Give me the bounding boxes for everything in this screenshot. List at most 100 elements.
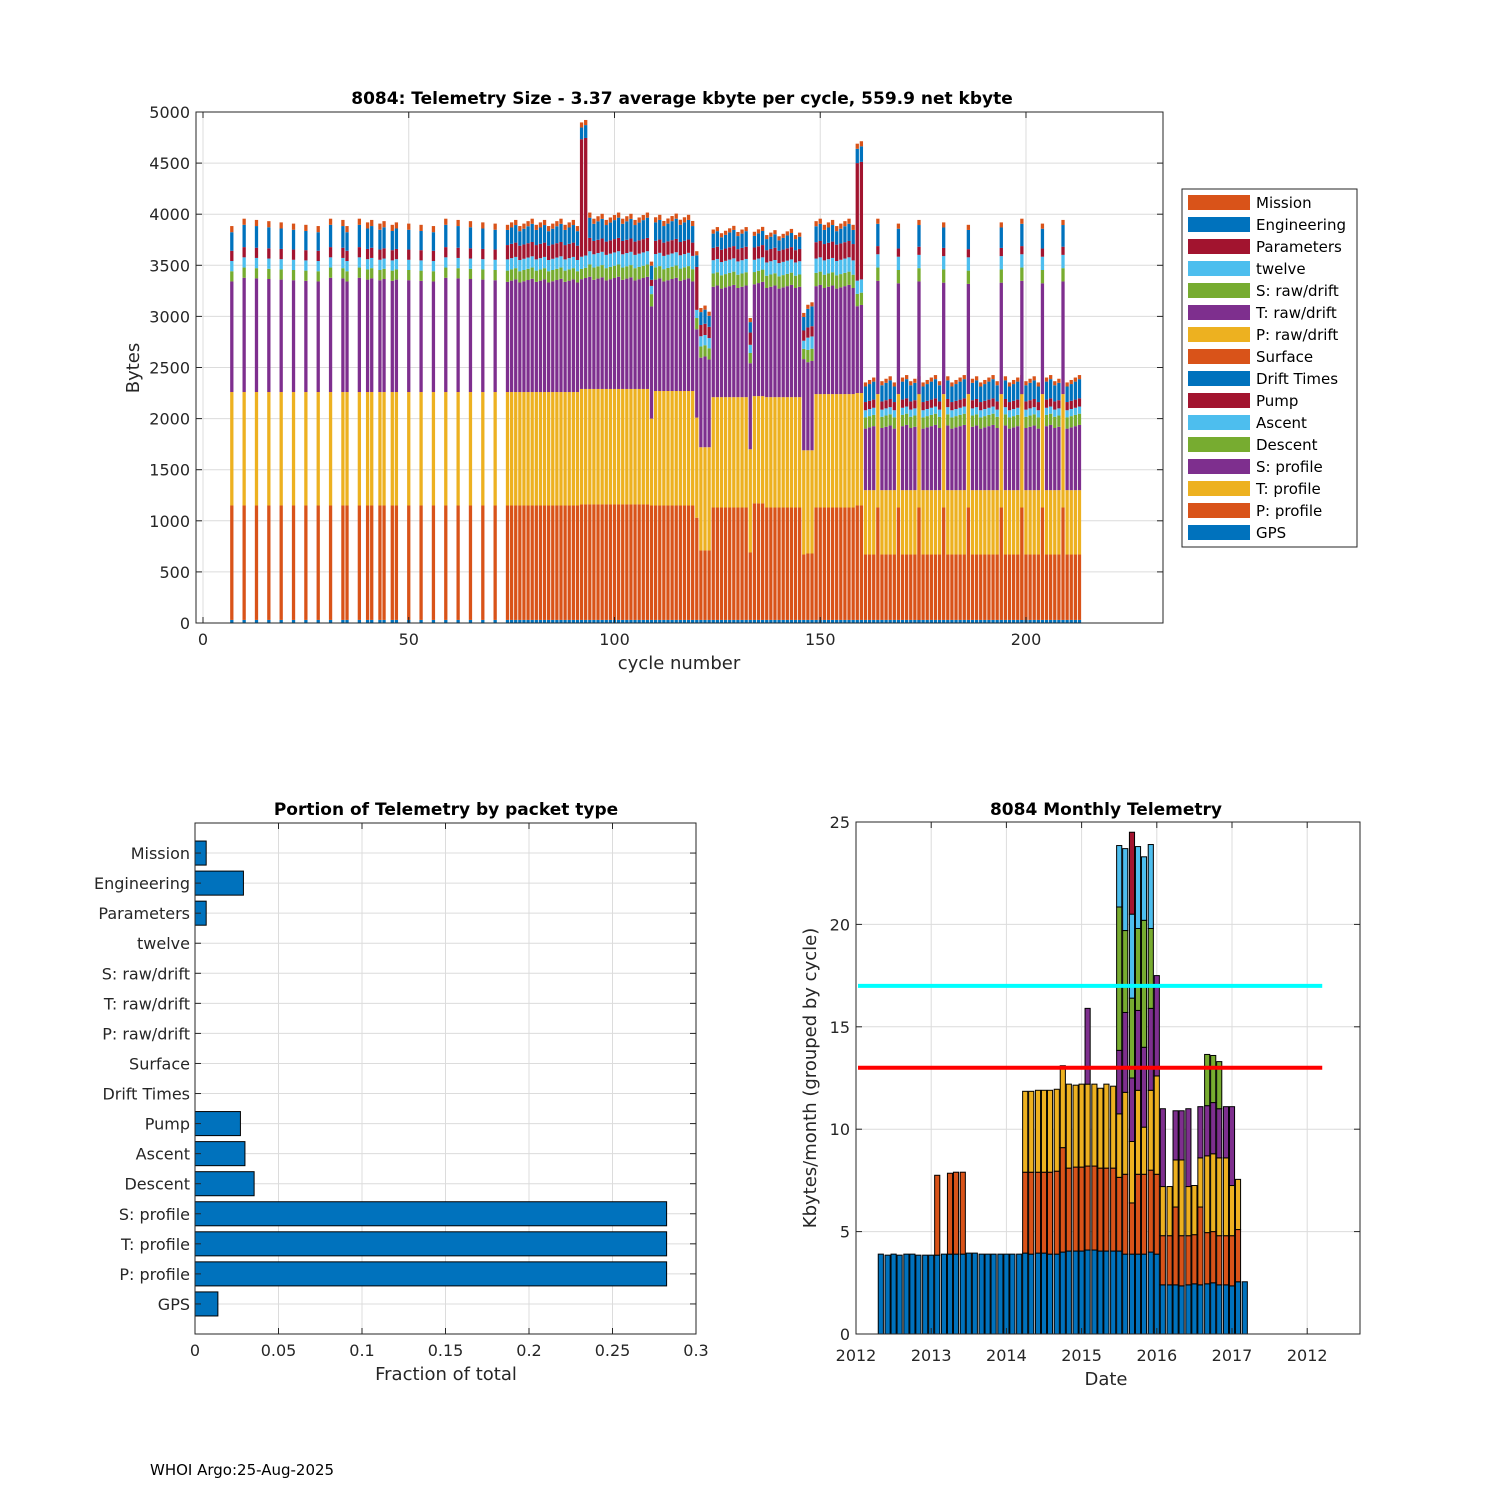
- top-bar-segment-descent: [670, 266, 674, 279]
- top-bar-segment-pump: [699, 324, 703, 337]
- top-bar-segment-descent: [954, 416, 958, 428]
- top-bar-segment-pump: [592, 240, 596, 255]
- top-bar-segment-mission: [691, 220, 695, 227]
- top-bar-segment-gps: [279, 619, 283, 623]
- top-bar-segment-descent: [316, 271, 320, 282]
- monthly-bar-segment: [1185, 1186, 1192, 1237]
- top-bar-segment-p-profile: [645, 504, 650, 620]
- top-bar-segment-pump: [345, 250, 349, 262]
- top-bar-segment-t-profile: [781, 397, 785, 508]
- top-bar-segment-t-profile: [962, 490, 966, 555]
- top-bar-segment-ascent: [876, 254, 880, 268]
- top-bar-segment-ascent: [575, 259, 580, 272]
- top-bar-segment-gps: [431, 619, 436, 623]
- top-bar-segment-mission: [345, 226, 349, 233]
- top-bar-segment-t-profile: [954, 490, 958, 555]
- monthly-bar-segment: [1084, 1165, 1091, 1251]
- top-bar-segment-pump: [1049, 398, 1053, 407]
- top-bar-segment-drift-times: [818, 223, 822, 241]
- top-bar-segment-drift-times: [880, 385, 884, 402]
- top-bar-segment-pump: [905, 398, 909, 407]
- top-bar-segment-descent: [917, 268, 921, 282]
- top-bar-segment-pump: [670, 240, 674, 254]
- top-bar-segment-descent: [1061, 268, 1065, 282]
- top-bar-segment-descent: [682, 267, 687, 280]
- top-bar-segment-pump: [621, 240, 625, 255]
- top-bar-segment-gps: [674, 619, 678, 623]
- top-bar-segment-t-profile: [505, 392, 510, 506]
- top-bar-segment-pump: [538, 243, 543, 259]
- monthly-bar-segment: [1016, 1253, 1023, 1335]
- top-bar-segment-pump: [987, 399, 991, 408]
- top-bar-segment-pump: [559, 241, 563, 257]
- top-bar-segment-ascent: [785, 260, 789, 274]
- top-bar-segment-p-profile: [505, 505, 510, 620]
- monthly-bar-segment: [1191, 1234, 1198, 1285]
- top-bar-segment-p-profile: [859, 505, 864, 620]
- top-bar-segment-pump: [900, 399, 905, 408]
- top-bar-segment-t-profile: [407, 392, 411, 506]
- top-bar-segment-ascent: [592, 254, 596, 268]
- monthly-bar-segment: [1097, 1087, 1104, 1169]
- top-bar-segment-pump: [781, 249, 785, 262]
- top-bar-segment-mission: [567, 222, 571, 228]
- top-bar-segment-drift-times: [600, 218, 604, 239]
- top-bar-segment-s-profile: [468, 278, 473, 393]
- top-bar-segment-t-profile: [925, 490, 929, 555]
- top-bar-segment-t-profile: [740, 397, 744, 508]
- top-bar-segment-mission: [1073, 377, 1078, 382]
- top-bar-segment-gps: [579, 619, 584, 623]
- top-bar-segment-drift-times: [629, 218, 633, 239]
- top-bar-segment-drift-times: [390, 230, 394, 251]
- monthly-bar-segment: [1197, 1157, 1204, 1208]
- top-bar-segment-ascent: [942, 256, 946, 270]
- top-bar-segment-ascent: [1049, 406, 1053, 414]
- top-bar-segment-p-profile: [1061, 507, 1065, 620]
- top-bar-segment-gps: [1007, 619, 1012, 623]
- top-bar-segment-pump: [884, 400, 888, 409]
- top-bar-segment-descent: [514, 268, 518, 280]
- top-bar-segment-s-profile: [1061, 281, 1065, 395]
- top-bar-segment-ascent: [752, 259, 757, 273]
- top-bar-segment-pump: [937, 401, 942, 410]
- top-bar-segment-ascent: [629, 251, 633, 266]
- top-bar-segment-pump: [390, 250, 394, 261]
- top-bar-segment-t-profile: [653, 391, 658, 506]
- top-bar-segment-s-profile: [357, 277, 362, 393]
- top-bar-segment-mission: [1053, 381, 1057, 386]
- top-bar-segment-pump: [316, 250, 320, 262]
- top-bar-segment-mission: [818, 218, 822, 224]
- hbar-category-label: T: profile: [120, 1235, 190, 1254]
- top-bar-segment-t-profile: [341, 392, 345, 506]
- monthly-bar-segment: [1234, 1281, 1242, 1335]
- monthly-bar-segment: [1059, 1065, 1066, 1149]
- top-bar-segment-pump: [999, 247, 1003, 257]
- top-bar-segment-pump: [835, 244, 839, 262]
- top-bar-segment-gps: [785, 619, 789, 623]
- top-bar-segment-drift-times: [793, 239, 798, 251]
- top-bar-segment-p-profile: [481, 505, 485, 620]
- top-bar-segment-s-profile: [612, 277, 617, 389]
- top-bar-segment-t-profile: [695, 417, 699, 518]
- top-bar-segment-pump: [872, 399, 876, 408]
- top-bar-segment-pump: [1053, 401, 1057, 410]
- top-bar-segment-mission: [756, 229, 761, 234]
- top-bar-segment-t-profile: [1024, 490, 1028, 555]
- top-bar-segment-drift-times: [719, 237, 724, 250]
- top-bar-segment-t-profile: [328, 392, 333, 506]
- top-bar-segment-p-profile: [744, 507, 748, 620]
- top-bar-segment-mission: [1065, 382, 1069, 387]
- top-bar-segment-pump: [522, 244, 526, 259]
- top-bar-segment-s-profile: [872, 426, 876, 491]
- top-bar-segment-t-profile: [666, 391, 670, 506]
- top-bar-segment-p-profile: [900, 554, 905, 620]
- monthly-x-tick-label: 2013: [911, 1346, 952, 1365]
- top-bar-segment-t-profile: [600, 388, 604, 505]
- top-bar-segment-t-profile: [785, 397, 789, 508]
- top-bar-segment-t-profile: [691, 391, 695, 506]
- top-bar-segment-mission: [707, 311, 711, 316]
- legend-label: P: raw/drift: [1256, 326, 1338, 344]
- monthly-bar-segment: [1122, 1091, 1129, 1175]
- top-bar-segment-drift-times: [579, 127, 584, 140]
- top-bar-segment-pump: [707, 326, 711, 339]
